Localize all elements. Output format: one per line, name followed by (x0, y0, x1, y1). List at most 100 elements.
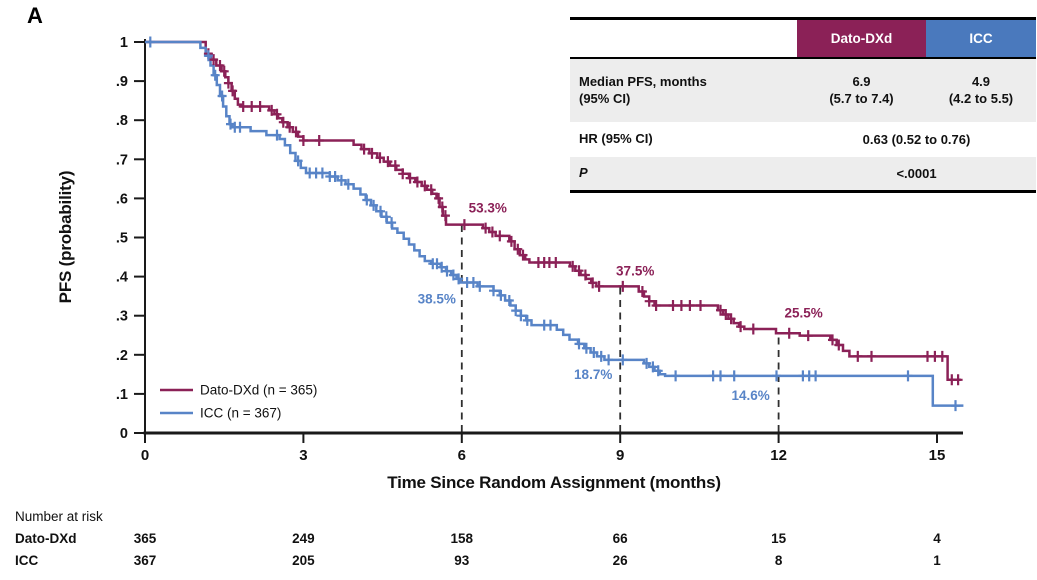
p-value-label: P (579, 165, 588, 181)
censor-mark (209, 54, 219, 66)
stats-table-header-row: Dato-DXd ICC (570, 20, 1036, 59)
censor-mark (803, 330, 813, 342)
censor-mark (511, 305, 521, 317)
censor-mark (518, 249, 528, 261)
censor-mark (367, 147, 377, 159)
censor-mark (828, 334, 837, 346)
censor-mark (568, 260, 578, 272)
censor-mark (228, 85, 238, 97)
x-axis-title: Time Since Random Assignment (months) (387, 473, 721, 492)
censor-mark (223, 77, 233, 89)
censor-mark (953, 374, 963, 386)
median-pfs-label-line2: (95% CI) (579, 90, 631, 106)
censor-mark (278, 116, 288, 128)
censor-mark (437, 201, 447, 213)
censor-mark (903, 370, 913, 382)
censor-mark (594, 280, 604, 292)
censor-mark (432, 258, 442, 270)
legend-label-dato: Dato-DXd (n = 365) (200, 383, 317, 398)
legend: Dato-DXd (n = 365) ICC (n = 367) (160, 383, 317, 421)
annotation-icc-6: 38.5% (418, 291, 456, 306)
median-icc-ci: (4.2 to 5.5) (948, 90, 1014, 106)
censor-mark (784, 327, 794, 339)
censor-mark (748, 323, 758, 335)
x-tick-label: 6 (458, 447, 466, 464)
censor-mark (437, 261, 447, 273)
censor-mark (442, 265, 452, 277)
y-tick-label: .8 (116, 113, 128, 129)
censor-mark (383, 156, 393, 168)
risk-count: 365 (133, 531, 157, 546)
y-tick-label: .7 (116, 152, 128, 168)
censor-mark (291, 126, 301, 138)
risk-count: 249 (292, 531, 315, 546)
x-tick-label: 3 (299, 447, 307, 464)
censor-mark (405, 172, 415, 184)
censor-mark (937, 350, 947, 362)
y-tick-label: .9 (116, 74, 128, 90)
censor-mark (574, 338, 584, 350)
censor-mark (459, 219, 469, 231)
censor-mark (489, 285, 498, 297)
censor-mark (716, 304, 725, 316)
median-pfs-label: Median PFS, months (95% CI) (570, 74, 797, 108)
censor-mark (217, 90, 227, 102)
censor-mark (398, 168, 408, 180)
censor-mark (475, 280, 485, 292)
y-tick-label: .6 (116, 191, 128, 207)
y-tick-label: .5 (116, 231, 128, 247)
risk-count: 66 (612, 531, 628, 546)
y-tick-label: .1 (116, 387, 128, 403)
censor-mark (496, 289, 506, 301)
median-dato-value: 6.9 (852, 73, 871, 89)
median-icc-value: 4.9 (971, 73, 991, 89)
legend-label-icc: ICC (n = 367) (200, 406, 281, 421)
censor-mark (772, 370, 781, 382)
censor-mark (574, 265, 584, 277)
censor-mark (481, 222, 491, 234)
censor-mark (604, 354, 614, 366)
hazard-ratio-row: HR (95% CI) 0.63 (0.52 to 0.76) (570, 122, 1036, 157)
censor-mark (588, 277, 598, 289)
censor-mark (644, 295, 654, 307)
median-pfs-row: Median PFS, months (95% CI) 6.9 (5.7 to … (570, 59, 1036, 122)
panel-label: A (27, 3, 43, 28)
censor-mark (716, 370, 725, 382)
y-tick-label: 0 (120, 426, 128, 442)
icc-censor-marks (145, 36, 960, 412)
risk-count: 4 (933, 531, 941, 546)
censor-mark (516, 310, 526, 322)
censor-mark (589, 347, 599, 358)
annotation-dato-9: 37.5% (616, 263, 654, 278)
risk-count: 158 (450, 531, 474, 546)
dato-dxd-censor-marks (203, 48, 963, 386)
median-pfs-icc-value: 4.9 (4.2 to 5.5) (926, 74, 1036, 108)
censor-mark (272, 129, 282, 141)
censor-mark (648, 361, 658, 373)
censor-mark (642, 357, 652, 369)
censor-mark (454, 273, 464, 285)
censor-mark (314, 135, 324, 146)
censor-mark (412, 176, 422, 188)
censor-mark (359, 143, 369, 155)
censor-mark (736, 321, 746, 333)
censor-mark (387, 217, 397, 229)
censor-mark (336, 174, 346, 186)
risk-row-label-icc: ICC (15, 553, 39, 568)
censor-mark (951, 400, 960, 412)
censor-mark (343, 178, 353, 190)
censor-mark (362, 194, 372, 206)
censor-mark (267, 104, 277, 116)
censor-mark (420, 180, 430, 192)
censor-mark (375, 152, 385, 164)
censor-mark (440, 210, 450, 222)
censor-mark (551, 257, 561, 268)
stats-table-header-dato-dxd: Dato-DXd (797, 20, 926, 57)
censor-mark (468, 277, 478, 288)
axes-group: 0 .1 .2 .3 .4 .5 .6 .7 .8 .9 1 0 3 6 9 12 15 (116, 35, 963, 464)
censor-mark (726, 313, 736, 325)
censor-mark (235, 121, 245, 133)
censor-mark (653, 365, 663, 377)
censor-mark (696, 300, 705, 311)
